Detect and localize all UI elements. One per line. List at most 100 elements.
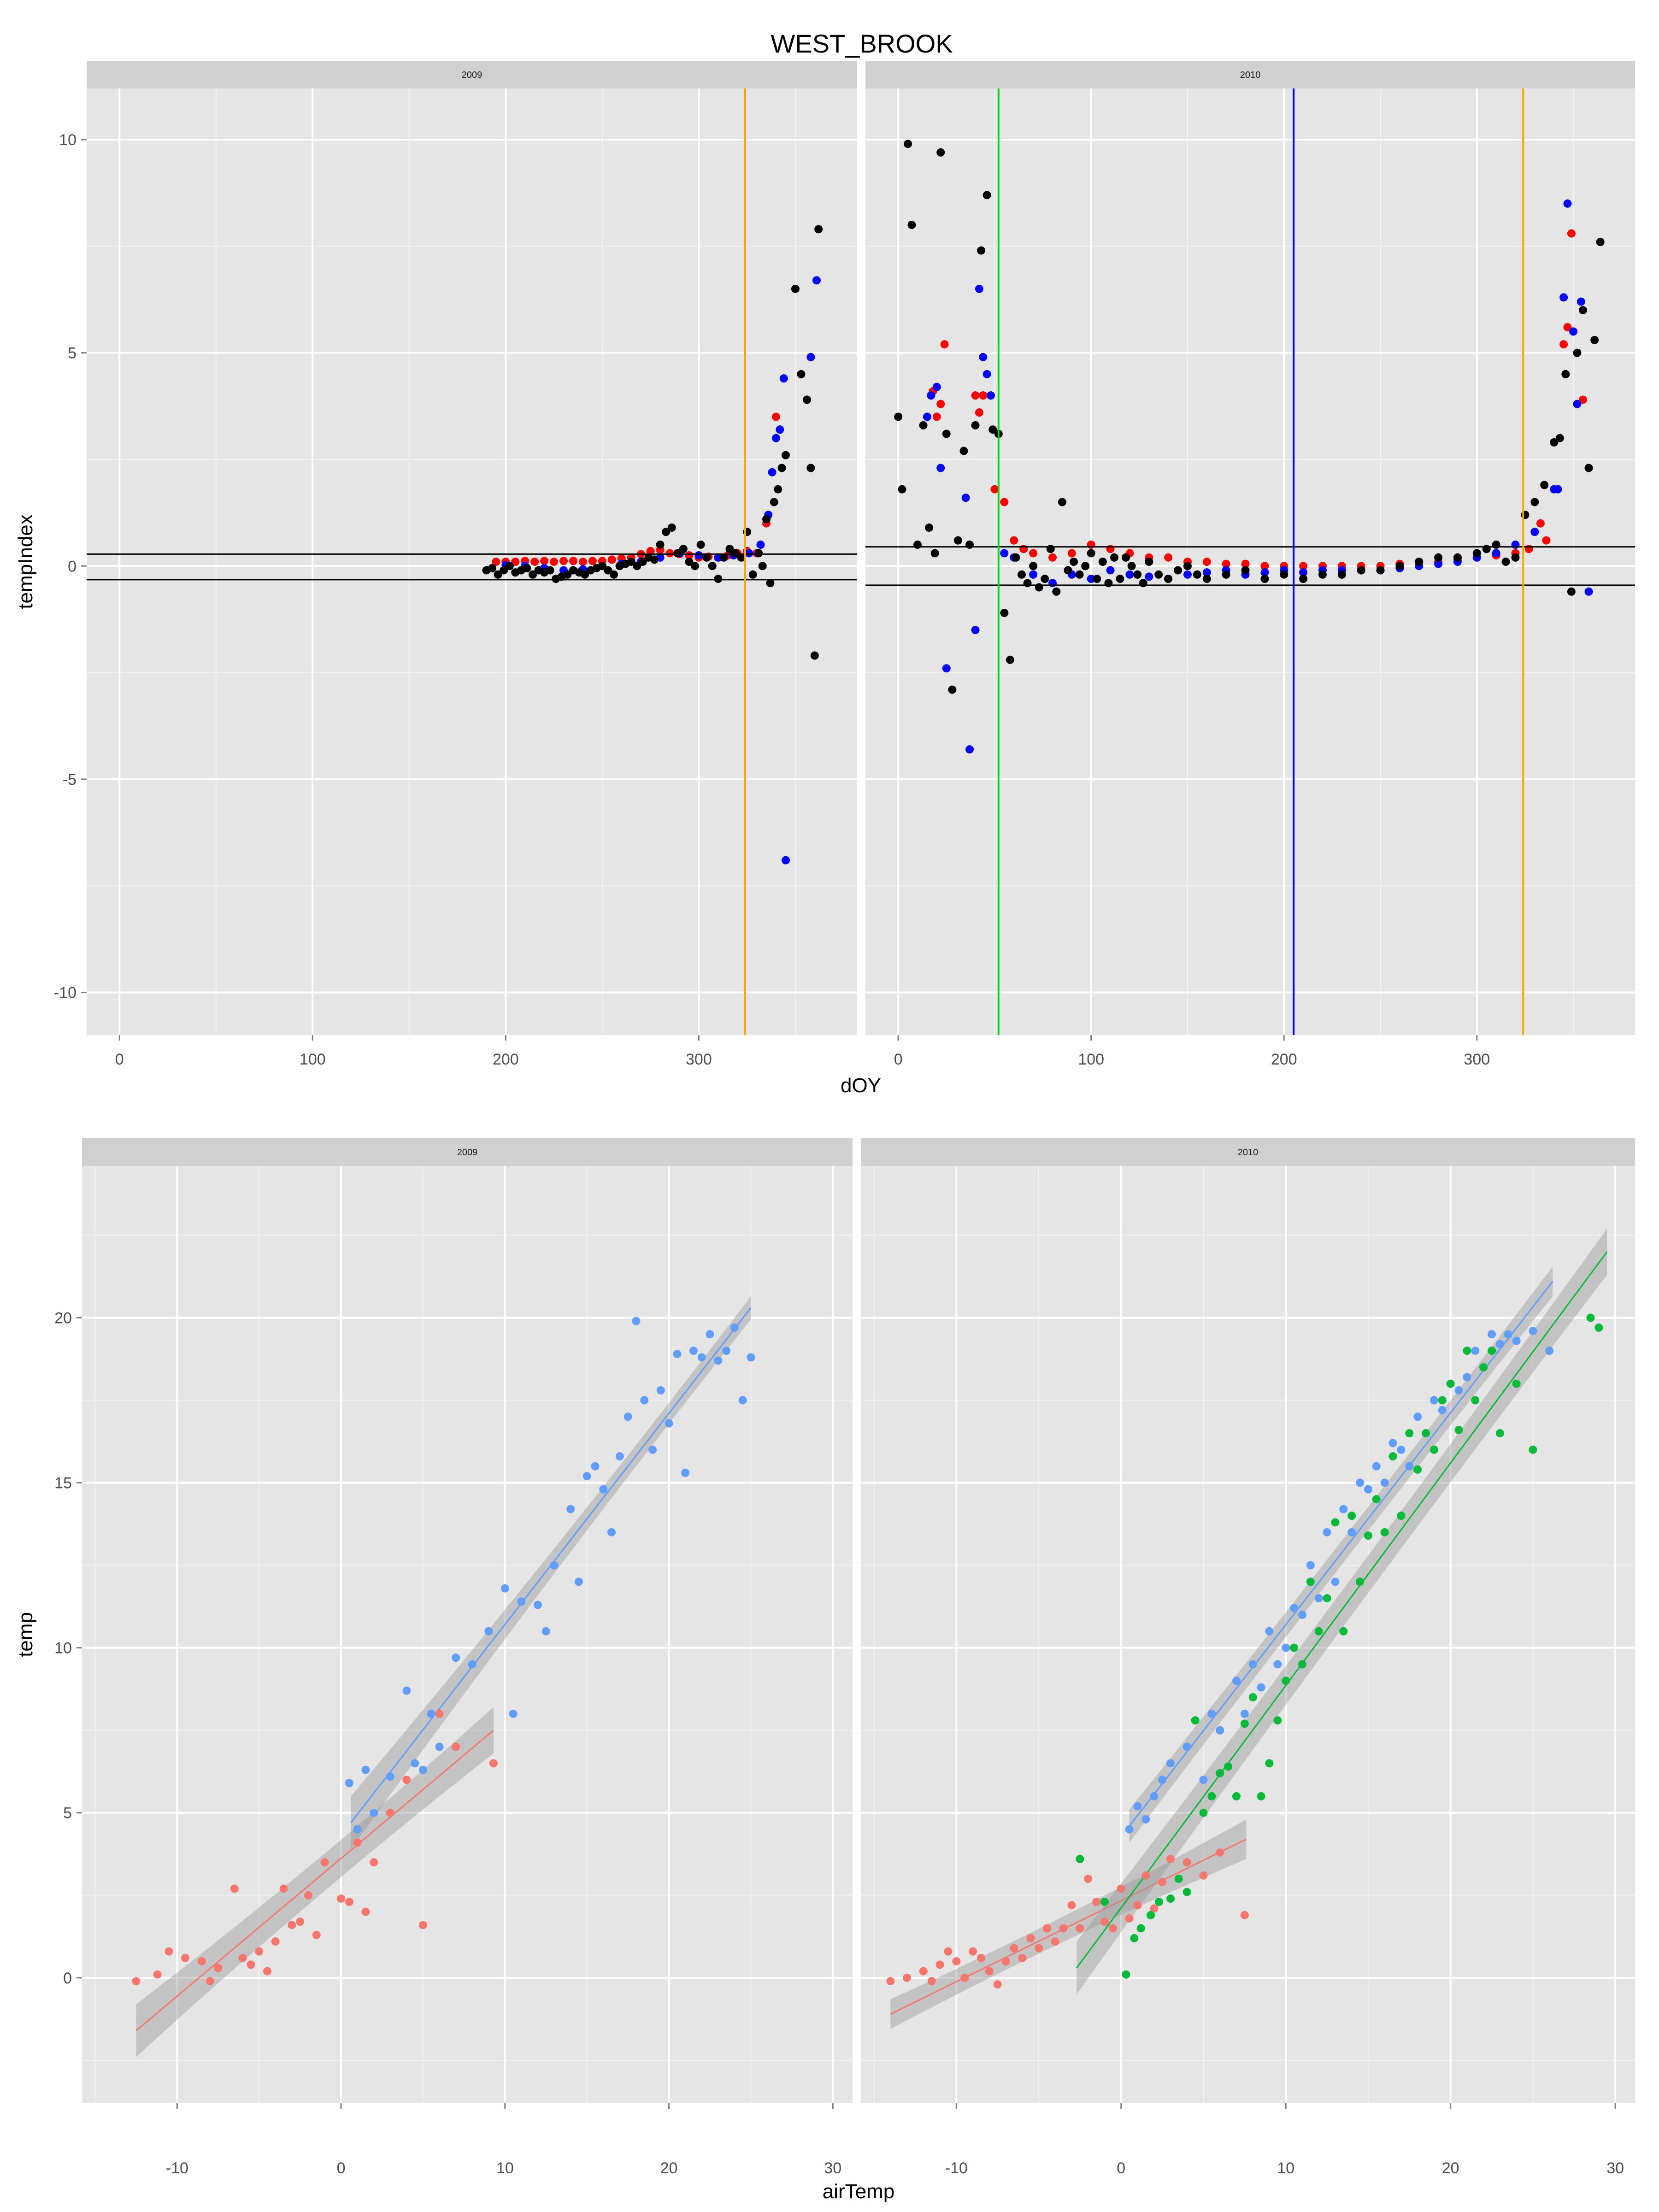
point-blue bbox=[781, 856, 790, 865]
point-black bbox=[725, 545, 734, 553]
point-black bbox=[1110, 553, 1118, 562]
point-red bbox=[337, 1894, 346, 1903]
point-red bbox=[979, 391, 988, 400]
point-black bbox=[1561, 370, 1570, 378]
point-black bbox=[667, 523, 676, 532]
point-blue bbox=[745, 549, 753, 558]
point-black bbox=[965, 540, 974, 549]
point-green bbox=[1248, 1693, 1257, 1702]
point-black bbox=[770, 498, 778, 506]
point-black bbox=[930, 549, 939, 558]
point-blue bbox=[1530, 528, 1539, 536]
point-blue bbox=[500, 1584, 509, 1593]
point-green bbox=[1380, 1528, 1389, 1536]
point-red bbox=[238, 1953, 247, 1962]
point-black bbox=[1127, 562, 1136, 571]
point-red bbox=[132, 1977, 141, 1986]
point-blue bbox=[648, 1445, 657, 1454]
fit-line-blue bbox=[1129, 1281, 1553, 1827]
point-blue bbox=[591, 1462, 600, 1471]
point-red bbox=[1000, 498, 1009, 506]
point-blue bbox=[541, 1627, 550, 1635]
point-black bbox=[913, 540, 922, 549]
point-black bbox=[1337, 570, 1346, 579]
point-green bbox=[1586, 1313, 1595, 1322]
point-black bbox=[662, 528, 671, 536]
point-red bbox=[903, 1973, 912, 1982]
point-black bbox=[633, 562, 641, 571]
point-red bbox=[353, 1838, 362, 1847]
point-green bbox=[1529, 1445, 1537, 1454]
point-black bbox=[777, 464, 786, 472]
point-black bbox=[1058, 498, 1066, 506]
point-red bbox=[977, 1953, 985, 1962]
point-red bbox=[1106, 545, 1115, 553]
point-blue bbox=[1339, 1505, 1348, 1513]
point-blue bbox=[747, 1353, 755, 1362]
point-green bbox=[1191, 1716, 1200, 1725]
point-black bbox=[638, 558, 647, 566]
point-blue bbox=[533, 1600, 542, 1609]
point-green bbox=[1240, 1719, 1249, 1728]
point-red bbox=[944, 1947, 953, 1956]
point-black bbox=[1174, 566, 1182, 575]
point-green bbox=[1147, 1911, 1155, 1919]
point-black bbox=[1596, 238, 1605, 247]
point-red bbox=[685, 551, 694, 560]
y-tick-label: 5 bbox=[63, 1805, 72, 1822]
point-black bbox=[1064, 566, 1072, 575]
point-red bbox=[1067, 1901, 1076, 1910]
y-axis-title: tempIndex bbox=[14, 514, 37, 609]
point-blue bbox=[982, 370, 991, 378]
point-red bbox=[960, 1973, 969, 1982]
point-black bbox=[1041, 575, 1049, 583]
point-red bbox=[230, 1884, 239, 1893]
point-blue bbox=[582, 1472, 591, 1481]
point-blue bbox=[640, 1396, 649, 1405]
point-red bbox=[927, 1977, 936, 1986]
facet-label: 2009 bbox=[457, 1147, 478, 1158]
point-red bbox=[971, 391, 980, 400]
y-tick-label: 5 bbox=[68, 345, 76, 362]
point-blue bbox=[1323, 1528, 1331, 1536]
point-blue bbox=[1430, 1396, 1438, 1405]
point-blue bbox=[345, 1779, 353, 1788]
point-black bbox=[1202, 575, 1211, 583]
point-black bbox=[1280, 570, 1288, 579]
point-black bbox=[1453, 553, 1462, 562]
x-tick-label: -10 bbox=[945, 2159, 968, 2177]
point-black bbox=[1482, 545, 1491, 553]
point-red bbox=[345, 1898, 353, 1906]
point-red bbox=[247, 1960, 255, 1969]
point-red bbox=[1100, 1918, 1109, 1926]
point-black bbox=[529, 570, 537, 579]
point-blue bbox=[932, 382, 941, 391]
x-tick-label: 100 bbox=[300, 1051, 326, 1068]
point-black bbox=[1299, 575, 1308, 583]
point-blue bbox=[1405, 1462, 1414, 1471]
point-red bbox=[1087, 540, 1095, 549]
point-black bbox=[696, 540, 705, 549]
point-blue bbox=[566, 1505, 575, 1513]
point-red bbox=[1166, 1855, 1175, 1864]
point-red bbox=[550, 558, 559, 566]
y-tick-label: -5 bbox=[63, 771, 76, 788]
point-red bbox=[607, 555, 616, 564]
point-red bbox=[386, 1808, 394, 1817]
point-red bbox=[530, 558, 539, 566]
point-black bbox=[731, 549, 740, 558]
point-green bbox=[1166, 1894, 1175, 1903]
point-black bbox=[936, 148, 945, 157]
y-tick-label: 0 bbox=[63, 1970, 72, 1987]
point-red bbox=[206, 1977, 214, 1986]
point-blue bbox=[435, 1742, 444, 1751]
facet-label: 2009 bbox=[462, 70, 482, 80]
point-red bbox=[1182, 1858, 1191, 1867]
point-red bbox=[418, 1921, 427, 1930]
point-black bbox=[1000, 609, 1009, 618]
point-black bbox=[806, 464, 815, 472]
point-blue bbox=[1563, 199, 1572, 208]
point-red bbox=[1076, 1924, 1084, 1933]
point-black bbox=[673, 549, 682, 558]
point-black bbox=[1260, 575, 1269, 583]
